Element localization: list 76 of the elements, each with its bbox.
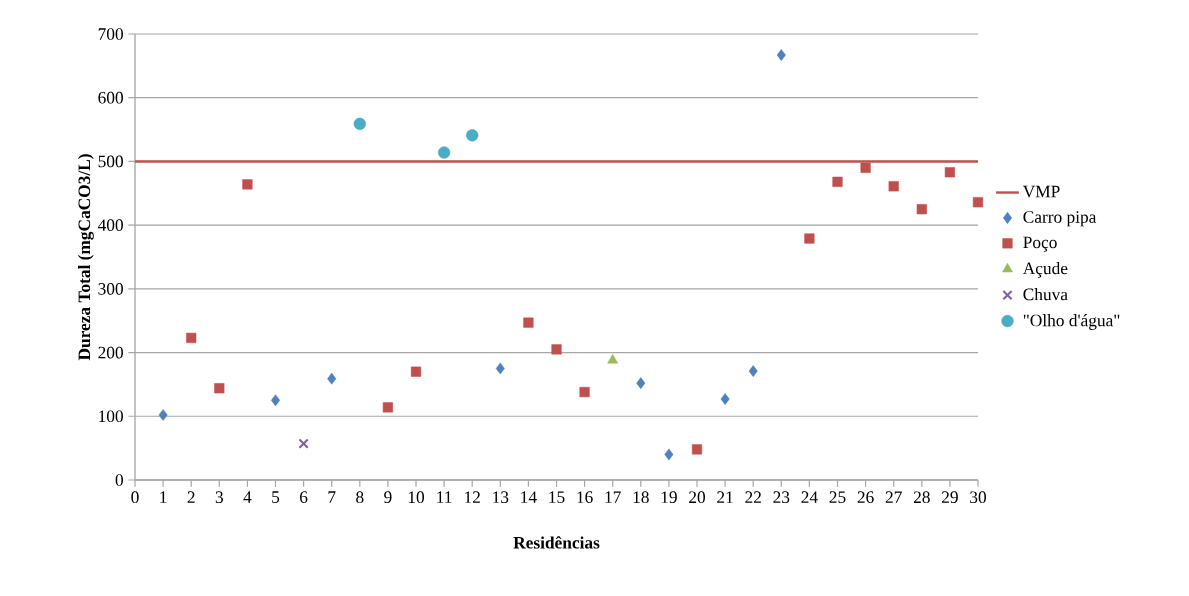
legend-label: VMP xyxy=(1022,185,1060,198)
x-tick-label: 26 xyxy=(857,491,874,504)
legend-label: "Olho d'água" xyxy=(1023,314,1120,330)
x-tick-label: 19 xyxy=(661,491,677,504)
x-tick-label: 11 xyxy=(437,491,452,503)
x-tick-label: 17 xyxy=(605,491,621,503)
point xyxy=(214,383,225,394)
point xyxy=(944,167,955,178)
point xyxy=(664,448,674,461)
x-tick-label: 9 xyxy=(384,491,392,504)
y-tick-label: 300 xyxy=(98,283,123,295)
point xyxy=(607,354,619,364)
point xyxy=(579,386,590,398)
y-tick-label: 600 xyxy=(98,91,123,104)
point xyxy=(551,344,562,355)
x-tick-label: 20 xyxy=(689,491,706,504)
y-tick-label: 200 xyxy=(98,346,123,359)
point xyxy=(523,317,534,328)
x-tick-label: 7 xyxy=(328,491,336,503)
x-tick-label: 13 xyxy=(493,491,509,504)
point xyxy=(382,402,393,413)
point xyxy=(495,362,505,375)
legend-label: Poço xyxy=(1023,236,1057,252)
point xyxy=(720,393,730,405)
x-tick-label: 10 xyxy=(408,491,425,504)
x-tick-label: 4 xyxy=(243,491,252,503)
point xyxy=(437,146,451,159)
point xyxy=(832,176,843,187)
x-tick-label: 30 xyxy=(970,491,987,504)
point xyxy=(298,438,309,449)
point xyxy=(804,233,815,244)
x-tick-label: 24 xyxy=(801,491,818,503)
point xyxy=(186,332,197,343)
point xyxy=(158,409,168,421)
point xyxy=(776,49,786,61)
legend-label: Chuva xyxy=(1023,288,1068,301)
point xyxy=(636,377,646,390)
x-tick-label: 1 xyxy=(160,491,167,503)
x-tick-label: 21 xyxy=(717,491,733,503)
x-tick-label: 22 xyxy=(745,491,761,503)
point xyxy=(691,444,703,455)
x-tick-label: 16 xyxy=(577,491,593,504)
x-axis-title: Residências xyxy=(513,536,600,549)
point xyxy=(242,179,253,190)
x-tick-label: 12 xyxy=(465,491,480,503)
x-tick-label: 2 xyxy=(187,491,195,503)
x-tick-label: 15 xyxy=(549,491,565,503)
legend-label: Carro pipa xyxy=(1023,211,1097,227)
x-tick-label: 14 xyxy=(521,491,537,503)
x-tick-label: 29 xyxy=(941,491,958,504)
y-tick-label: 0 xyxy=(115,474,123,486)
point xyxy=(860,162,871,173)
y-tick-label: 400 xyxy=(97,219,123,231)
legend-label: Açude xyxy=(1022,262,1068,278)
y-tick-label: 700 xyxy=(98,28,123,40)
point xyxy=(972,197,984,208)
y-tick-label: 500 xyxy=(98,155,123,168)
point xyxy=(410,366,422,377)
point xyxy=(888,181,899,192)
x-tick-label: 18 xyxy=(633,491,649,504)
x-tick-label: 28 xyxy=(913,491,930,504)
point xyxy=(327,372,337,385)
x-tick-label: 5 xyxy=(272,491,280,503)
x-tick-label: 27 xyxy=(885,491,902,503)
point xyxy=(916,204,927,215)
y-tick-label: 100 xyxy=(99,410,123,423)
x-tick-label: 3 xyxy=(215,491,223,504)
point xyxy=(353,117,366,130)
x-tick-label: 0 xyxy=(131,491,139,504)
point xyxy=(748,365,758,377)
x-tick-label: 6 xyxy=(300,491,308,504)
point xyxy=(466,129,479,142)
x-tick-label: 8 xyxy=(356,491,364,504)
x-tick-label: 23 xyxy=(773,491,790,504)
x-tick-label: 25 xyxy=(829,491,846,504)
y-axis-title: Dureza Total (mgCaCO3/L) xyxy=(77,154,94,361)
